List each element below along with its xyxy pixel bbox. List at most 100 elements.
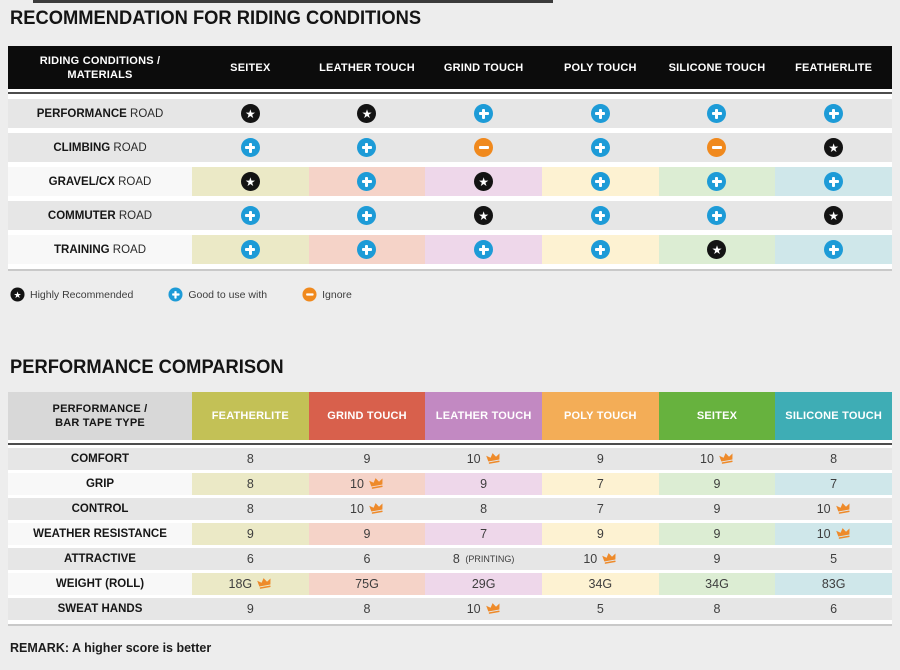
star-icon xyxy=(357,104,377,123)
plus-icon xyxy=(824,172,844,191)
row-label: PERFORMANCE ROAD xyxy=(8,99,192,128)
score-value: 8 xyxy=(830,452,838,466)
rating-cell xyxy=(775,133,892,162)
plus-icon xyxy=(168,287,183,302)
row-label-rest: ROAD xyxy=(109,243,146,256)
score-note: (PRINTING) xyxy=(462,554,515,564)
row-label-bold: CLIMBING xyxy=(53,141,111,154)
section1-title: RECOMMENDATION FOR RIDING CONDITIONS xyxy=(10,7,422,29)
plus-icon xyxy=(707,104,727,123)
plus-icon xyxy=(707,172,727,191)
rating-cell xyxy=(309,133,426,162)
legend-item-star: Highly Recommended xyxy=(10,287,133,302)
plus-icon xyxy=(240,138,260,157)
row-label-bold: COMFORT xyxy=(70,453,130,465)
row-label-rest: ROAD xyxy=(110,141,147,154)
rating-cell xyxy=(659,201,776,230)
row-label-bold: GRIP xyxy=(85,478,115,490)
table-row-gravel-cx: GRAVEL/CX ROAD xyxy=(8,167,892,196)
legend-item-plus: Good to use with xyxy=(168,287,267,302)
score-cell: 10 xyxy=(775,498,892,520)
row-label: COMFORT xyxy=(8,448,192,470)
score-cell: 5 xyxy=(775,548,892,570)
row-label-bold: WEIGHT (ROLL) xyxy=(55,578,145,590)
rating-cell xyxy=(775,235,892,264)
header-divider xyxy=(8,443,892,445)
rating-cell xyxy=(425,235,542,264)
score-value: 8 xyxy=(246,477,254,491)
score-value: 83G xyxy=(821,577,846,591)
table-row-weight-roll: WEIGHT (ROLL) 18G 75G 29G 34G 34G 83G xyxy=(8,573,892,595)
row-label-bold: CONTROL xyxy=(71,503,129,515)
rating-cell xyxy=(659,133,776,162)
table-row-climbing: CLIMBING ROAD xyxy=(8,133,892,162)
row-label-bold: COMMUTER xyxy=(47,209,116,222)
crown-icon xyxy=(835,528,850,539)
remark-text: REMARK: A higher score is better xyxy=(10,641,212,655)
score-value: 9 xyxy=(363,452,371,466)
score-cell: 10 xyxy=(775,523,892,545)
table-bottom-divider xyxy=(8,624,892,626)
score-value: 8 xyxy=(363,602,371,616)
rating-cell xyxy=(425,133,542,162)
row-label-bold: TRAINING xyxy=(53,243,110,256)
rating-cell xyxy=(425,167,542,196)
score-cell: 8 (PRINTING) xyxy=(425,548,542,570)
score-cell: 10 xyxy=(309,498,426,520)
score-value: 8 xyxy=(480,502,488,516)
riding-table-header-row: RIDING CONDITIONS / MATERIALS SEITEX LEATHE… xyxy=(8,46,892,89)
minus-icon xyxy=(707,138,727,157)
table-row-control: CONTROL 8 10 8 7 9 10 xyxy=(8,498,892,520)
rating-cell xyxy=(542,133,659,162)
score-value: 75G xyxy=(355,577,379,591)
score-cell: 9 xyxy=(192,523,309,545)
score-value: 34G xyxy=(588,577,613,591)
legend-label: Highly Recommended xyxy=(30,288,134,301)
score-cell: 34G xyxy=(658,573,776,595)
star-icon xyxy=(824,138,844,157)
score-cell: 34G xyxy=(541,573,659,595)
header-divider xyxy=(8,92,892,94)
score-cell: 6 xyxy=(775,598,892,620)
score-value: 29G xyxy=(471,577,496,591)
star-icon xyxy=(240,104,260,123)
plus-icon xyxy=(240,240,260,259)
score-cell: 7 xyxy=(542,498,659,520)
corner-header-line: PERFORMANCE / xyxy=(52,403,148,415)
column-header-grind-touch: GRIND TOUCH xyxy=(308,392,426,440)
rating-cell xyxy=(192,133,309,162)
row-label: CONTROL xyxy=(8,498,192,520)
score-value: 10 xyxy=(816,502,831,516)
score-value: 6 xyxy=(246,552,254,566)
score-cell: 8 xyxy=(425,498,542,520)
crown-icon xyxy=(369,478,383,489)
column-header-leather-touch: LEATHER TOUCH xyxy=(425,392,542,440)
rating-cell xyxy=(658,235,776,264)
score-cell: 29G xyxy=(425,573,542,595)
star-icon xyxy=(824,206,844,225)
plus-icon xyxy=(707,206,727,225)
score-cell: 9 xyxy=(541,523,659,545)
score-value: 5 xyxy=(596,602,604,616)
score-cell: 83G xyxy=(775,573,892,595)
rating-cell xyxy=(659,99,776,128)
score-value: 10 xyxy=(466,452,481,466)
riding-conditions-table: RIDING CONDITIONS / MATERIALS SEITEX LEATHE… xyxy=(8,46,892,271)
star-icon xyxy=(10,287,25,302)
column-header-seitex: SEITEX xyxy=(658,392,776,440)
performance-table-corner-header: PERFORMANCE / BAR TAPE TYPE xyxy=(8,392,192,440)
crown-icon xyxy=(485,603,500,614)
table-row-weather-resistance: WEATHER RESISTANCE 9 9 7 9 9 10 xyxy=(8,523,892,545)
plus-icon xyxy=(824,104,844,123)
plus-icon xyxy=(590,172,610,191)
column-header-featherlite: FEATHERLITE xyxy=(192,392,309,440)
rating-cell xyxy=(775,201,892,230)
table-row-grip: GRIP 8 10 9 7 9 7 xyxy=(8,473,892,495)
plus-icon xyxy=(357,240,377,259)
score-cell: 9 xyxy=(542,448,659,470)
plus-icon xyxy=(357,206,377,225)
rating-cell xyxy=(192,201,309,230)
rating-cell xyxy=(309,201,426,230)
plus-icon xyxy=(590,206,610,225)
